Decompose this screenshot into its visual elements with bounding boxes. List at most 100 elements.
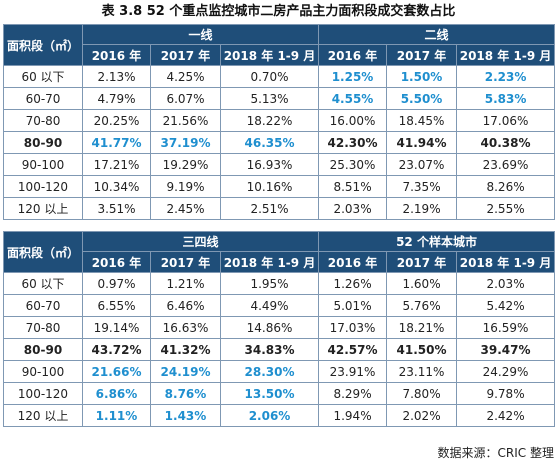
year-header: 2018 年 1-9 月 bbox=[456, 251, 556, 273]
share-cell: 0.97% bbox=[82, 272, 151, 295]
share-cell: 24.29% bbox=[456, 360, 556, 383]
year-header: 2018 年 1-9 月 bbox=[219, 251, 320, 273]
area-range-label: 80-90 bbox=[3, 338, 83, 361]
share-cell: 1.21% bbox=[150, 272, 221, 295]
share-cell: 5.76% bbox=[386, 294, 458, 317]
share-cell: 40.38% bbox=[456, 131, 556, 154]
area-share-table-tier1-tier2: 面积段（㎡） 一线 二线 2016 年 2017 年 2018 年 1-9 月 … bbox=[3, 24, 556, 220]
share-cell: 18.45% bbox=[386, 109, 458, 132]
share-cell: 5.50% bbox=[386, 87, 458, 110]
share-cell: 23.11% bbox=[386, 360, 458, 383]
share-cell: 9.78% bbox=[456, 382, 556, 405]
share-cell: 6.55% bbox=[82, 294, 151, 317]
area-share-table-tier3-all: 面积段（㎡） 三四线 52 个样本城市 2016 年 2017 年 2018 年… bbox=[3, 231, 556, 427]
share-cell: 2.19% bbox=[386, 197, 458, 220]
group-header-tier2: 二线 bbox=[318, 24, 556, 45]
share-cell: 8.26% bbox=[456, 175, 556, 198]
share-cell: 4.25% bbox=[150, 65, 221, 88]
share-cell: 10.16% bbox=[219, 175, 320, 198]
area-range-label: 60 以下 bbox=[3, 65, 83, 88]
area-column-header: 面积段（㎡） bbox=[3, 231, 83, 273]
share-cell: 13.50% bbox=[219, 382, 320, 405]
share-cell: 5.42% bbox=[456, 294, 556, 317]
year-header: 2017 年 bbox=[386, 251, 458, 273]
table-row: 70-80 20.25% 21.56% 18.22% 16.00% 18.45% 17.06… bbox=[3, 109, 556, 132]
area-range-label: 100-120 bbox=[3, 382, 83, 405]
area-range-label: 120 以上 bbox=[3, 197, 83, 220]
share-cell: 10.34% bbox=[82, 175, 151, 198]
group-header-tier1: 一线 bbox=[81, 24, 320, 45]
area-column-header: 面积段（㎡） bbox=[3, 24, 83, 66]
share-cell: 6.86% bbox=[82, 382, 151, 405]
share-cell: 18.22% bbox=[219, 109, 320, 132]
share-cell: 2.55% bbox=[456, 197, 556, 220]
share-cell: 8.51% bbox=[318, 175, 388, 198]
share-cell: 1.43% bbox=[150, 404, 221, 427]
area-range-label: 100-120 bbox=[3, 175, 83, 198]
table-row: 60 以下 2.13% 4.25% 0.70% 1.25% 1.50% 2.23% bbox=[3, 65, 556, 88]
share-cell: 41.94% bbox=[386, 131, 458, 154]
share-cell: 16.00% bbox=[318, 109, 388, 132]
year-header: 2018 年 1-9 月 bbox=[219, 44, 320, 66]
table-row: 80-90 41.77% 37.19% 46.35% 42.30% 41.94% 40.38… bbox=[3, 131, 556, 154]
share-cell: 23.07% bbox=[386, 153, 458, 176]
share-cell: 2.03% bbox=[318, 197, 388, 220]
area-range-label: 90-100 bbox=[3, 360, 83, 383]
share-cell: 42.30% bbox=[318, 131, 388, 154]
share-cell: 16.93% bbox=[219, 153, 320, 176]
share-cell: 42.57% bbox=[318, 338, 388, 361]
year-header: 2017 年 bbox=[150, 44, 221, 66]
area-range-label: 70-80 bbox=[3, 109, 83, 132]
area-range-label: 60 以下 bbox=[3, 272, 83, 295]
share-cell: 21.56% bbox=[150, 109, 221, 132]
share-cell: 25.30% bbox=[318, 153, 388, 176]
share-cell: 24.19% bbox=[150, 360, 221, 383]
share-cell: 39.47% bbox=[456, 338, 556, 361]
share-cell: 6.46% bbox=[150, 294, 221, 317]
share-cell: 2.51% bbox=[219, 197, 320, 220]
share-cell: 1.26% bbox=[318, 272, 388, 295]
share-cell: 2.06% bbox=[219, 404, 320, 427]
share-cell: 1.60% bbox=[386, 272, 458, 295]
year-header: 2016 年 bbox=[82, 251, 151, 273]
table-body: 60 以下 0.97% 1.21% 1.95% 1.26% 1.60% 2.03% 60-70… bbox=[3, 272, 556, 427]
data-source-note: 数据来源：CRIC 整理 bbox=[437, 446, 554, 460]
share-cell: 5.83% bbox=[456, 87, 556, 110]
table-title: 表 3.8 52 个重点监控城市二房产品主力面积段成交套数占比 bbox=[101, 4, 456, 19]
share-cell: 2.03% bbox=[456, 272, 556, 295]
share-cell: 7.35% bbox=[386, 175, 458, 198]
share-cell: 17.03% bbox=[318, 316, 388, 339]
share-cell: 0.70% bbox=[219, 65, 320, 88]
share-cell: 16.59% bbox=[456, 316, 556, 339]
table-row: 120 以上 1.11% 1.43% 2.06% 1.94% 2.02% 2.42% bbox=[3, 404, 556, 427]
share-cell: 1.94% bbox=[318, 404, 388, 427]
share-cell: 16.63% bbox=[150, 316, 221, 339]
share-cell: 19.14% bbox=[82, 316, 151, 339]
share-cell: 8.76% bbox=[150, 382, 221, 405]
share-cell: 1.95% bbox=[219, 272, 320, 295]
share-cell: 17.06% bbox=[456, 109, 556, 132]
year-header: 2017 年 bbox=[386, 44, 458, 66]
share-cell: 41.50% bbox=[386, 338, 458, 361]
share-cell: 20.25% bbox=[82, 109, 151, 132]
table-row: 100-120 10.34% 9.19% 10.16% 8.51% 7.35% 8.26% bbox=[3, 175, 556, 198]
share-cell: 21.66% bbox=[82, 360, 151, 383]
table-row: 60-70 4.79% 6.07% 5.13% 4.55% 5.50% 5.83% bbox=[3, 87, 556, 110]
share-cell: 18.21% bbox=[386, 316, 458, 339]
year-header: 2017 年 bbox=[150, 251, 221, 273]
share-cell: 28.30% bbox=[219, 360, 320, 383]
share-cell: 4.79% bbox=[82, 87, 151, 110]
area-range-label: 120 以上 bbox=[3, 404, 83, 427]
area-range-label: 80-90 bbox=[3, 131, 83, 154]
year-header: 2016 年 bbox=[318, 44, 388, 66]
share-cell: 43.72% bbox=[82, 338, 151, 361]
share-cell: 4.55% bbox=[318, 87, 388, 110]
share-cell: 46.35% bbox=[219, 131, 320, 154]
share-cell: 9.19% bbox=[150, 175, 221, 198]
share-cell: 2.23% bbox=[456, 65, 556, 88]
share-cell: 23.69% bbox=[456, 153, 556, 176]
share-cell: 2.45% bbox=[150, 197, 221, 220]
year-header: 2016 年 bbox=[82, 44, 151, 66]
share-cell: 2.02% bbox=[386, 404, 458, 427]
table-row: 90-100 17.21% 19.29% 16.93% 25.30% 23.07% 23.6… bbox=[3, 153, 556, 176]
